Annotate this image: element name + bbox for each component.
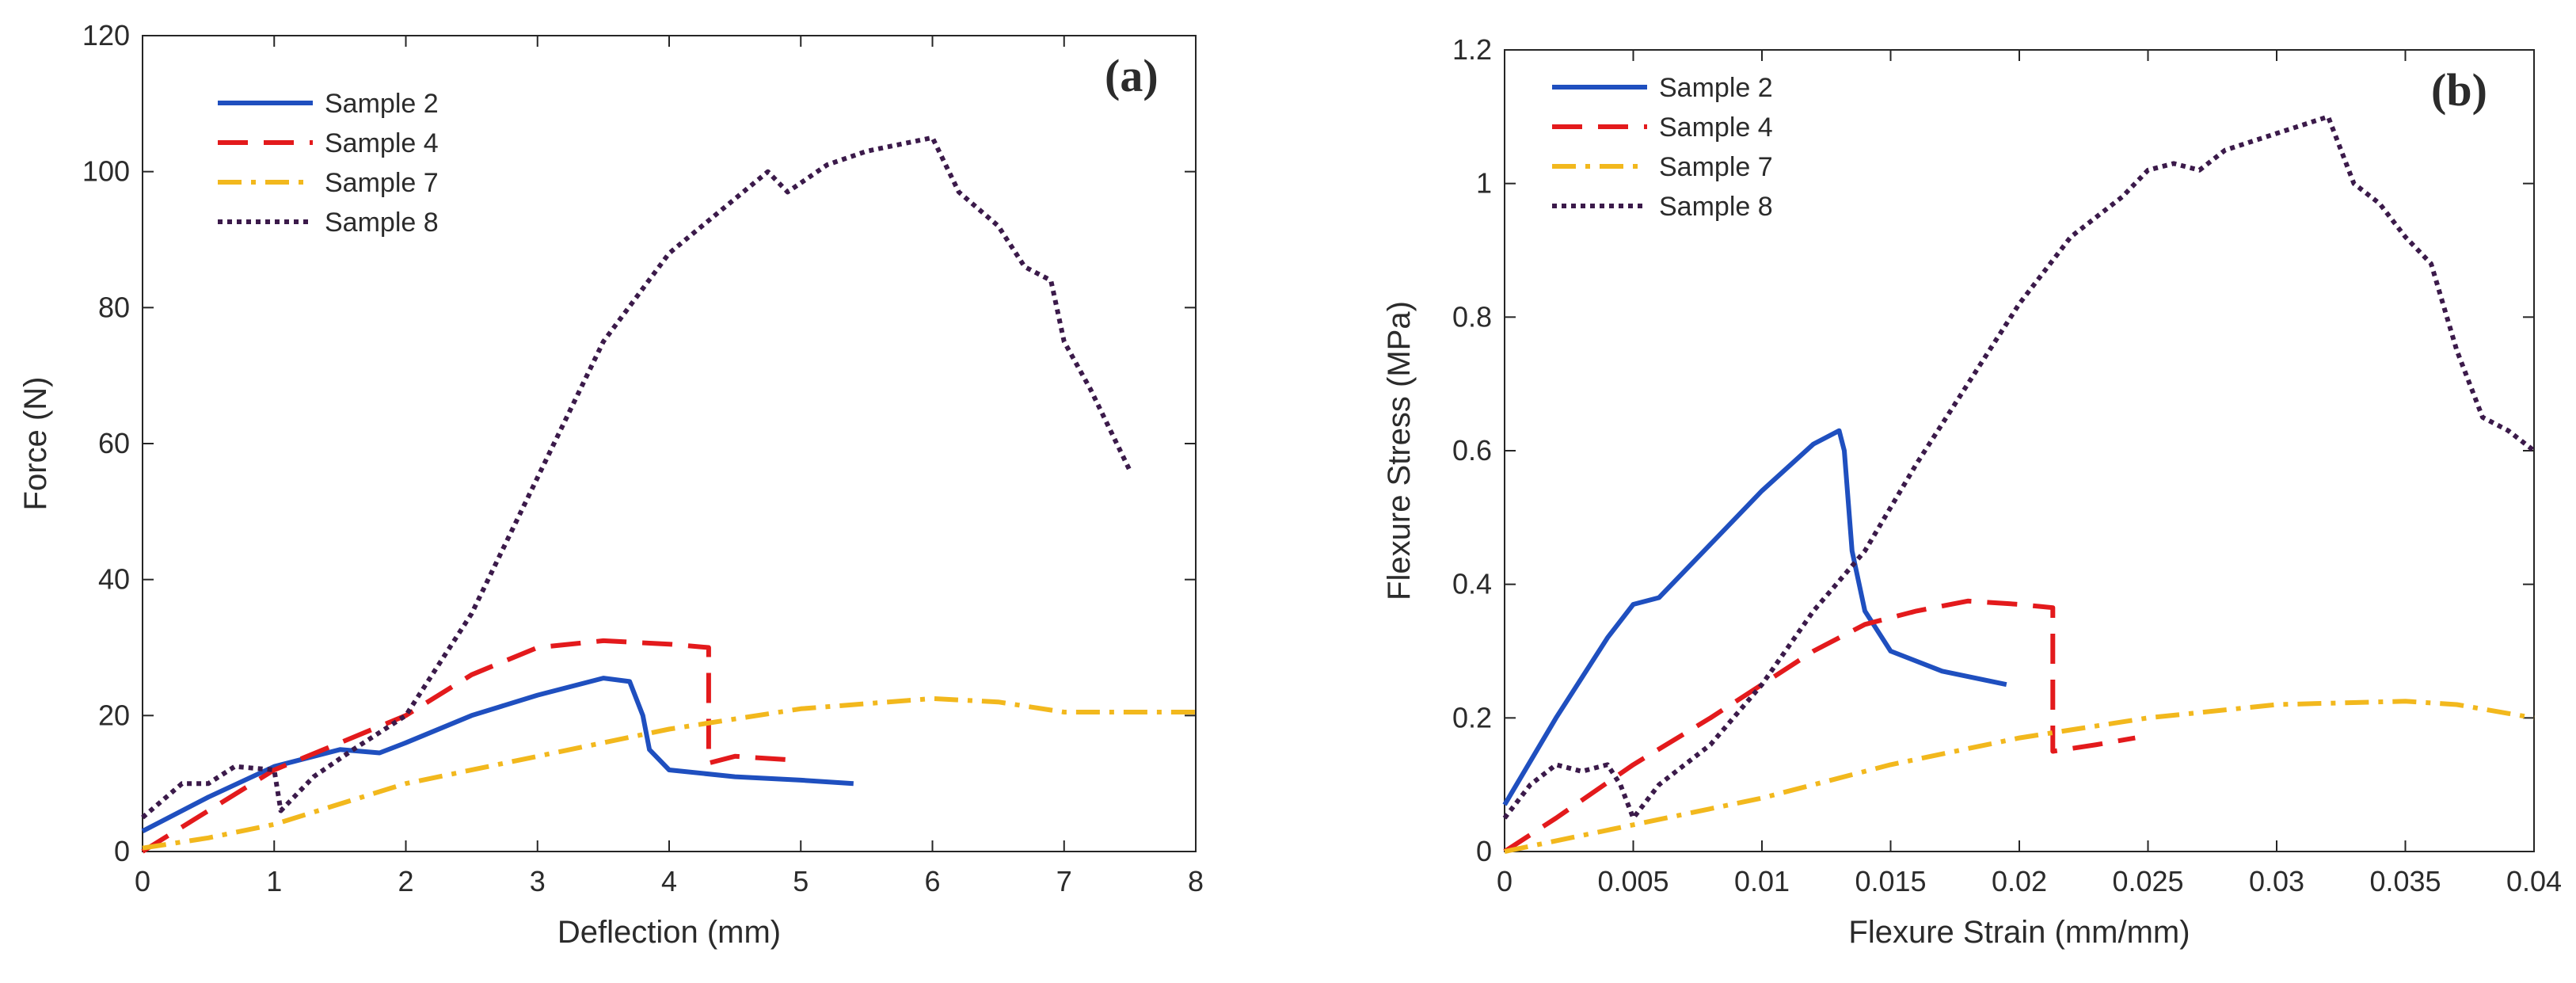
x-axis-label: Flexure Strain (mm/mm) — [1848, 915, 2190, 950]
x-tick-label: 7 — [1056, 865, 1072, 897]
series-line-sample-8 — [141, 135, 1132, 820]
x-tick-label: 1 — [266, 865, 282, 897]
y-tick-label: 120 — [82, 19, 130, 51]
series-line-sample-7 — [142, 695, 1196, 851]
legend-label: Sample 7 — [1659, 152, 1773, 182]
y-tick-label: 60 — [98, 427, 130, 459]
legend-label: Sample 2 — [325, 89, 439, 119]
x-tick-label: 6 — [924, 865, 940, 897]
series-line-sample-4 — [1503, 598, 2136, 854]
y-tick-label: 0.2 — [1452, 701, 1492, 733]
y-tick-label: 80 — [98, 291, 130, 323]
x-tick-label: 8 — [1188, 865, 1204, 897]
y-tick-label: 0 — [1476, 835, 1492, 867]
series-line-sample-7 — [1504, 699, 2535, 854]
legend-label: Sample 7 — [325, 168, 439, 198]
chart-panel-b: 0 0.005 0.01 0.015 0.02 0.025 0.03 0.035 0.04 0 0.… — [1382, 33, 2562, 950]
x-tick-label: 2 — [398, 865, 413, 897]
y-tick-label: 0.8 — [1452, 300, 1492, 333]
x-tick-label: 0.035 — [2369, 865, 2441, 897]
y-axis-label: Force (N) — [18, 377, 53, 511]
x-tick-label: 0.025 — [2112, 865, 2183, 897]
y-tick-label: 40 — [98, 563, 130, 596]
series-line-sample-8 — [1502, 114, 2536, 821]
y-tick-label: 0 — [114, 835, 130, 867]
panel-label: (a) — [1105, 50, 1159, 101]
legend-label: Sample 4 — [1659, 112, 1773, 143]
legend: Sample 2 Sample 4 Sample 7 Sample 8 — [1552, 73, 1773, 222]
legend-label: Sample 8 — [325, 208, 439, 238]
panel-label: (b) — [2431, 64, 2487, 116]
x-tick-label: 5 — [793, 865, 809, 897]
series-line-sample-4 — [141, 638, 788, 854]
x-tick-label: 0 — [1497, 865, 1512, 897]
x-tick-label: 4 — [661, 865, 677, 897]
legend-label: Sample 2 — [1659, 73, 1773, 103]
y-tick-label: 0.4 — [1452, 568, 1492, 600]
x-tick-label: 0.005 — [1597, 865, 1669, 897]
x-tick-label: 0.015 — [1855, 865, 1926, 897]
y-axis-label: Flexure Stress (MPa) — [1382, 301, 1417, 600]
series-line-sample-2 — [141, 676, 854, 833]
y-tick-label: 1.2 — [1452, 33, 1492, 66]
x-axis-label: Deflection (mm) — [557, 915, 781, 950]
x-tick-label: 0.01 — [1734, 865, 1790, 897]
legend: Sample 2 Sample 4 Sample 7 Sample 8 — [218, 89, 439, 238]
y-tick-label: 20 — [98, 699, 130, 731]
y-tick-label: 1 — [1476, 167, 1492, 200]
x-tick-label: 3 — [530, 865, 546, 897]
legend-label: Sample 8 — [1659, 192, 1773, 222]
x-tick-label: 0.03 — [2249, 865, 2304, 897]
x-tick-label: 0.02 — [1992, 865, 2047, 897]
series-line-sample-2 — [1502, 428, 2007, 806]
y-tick-label: 0.6 — [1452, 434, 1492, 467]
x-tick-label: 0.04 — [2506, 865, 2562, 897]
y-tick-label: 100 — [82, 155, 130, 188]
x-tick-label: 0 — [135, 865, 150, 897]
legend-label: Sample 4 — [325, 128, 439, 158]
